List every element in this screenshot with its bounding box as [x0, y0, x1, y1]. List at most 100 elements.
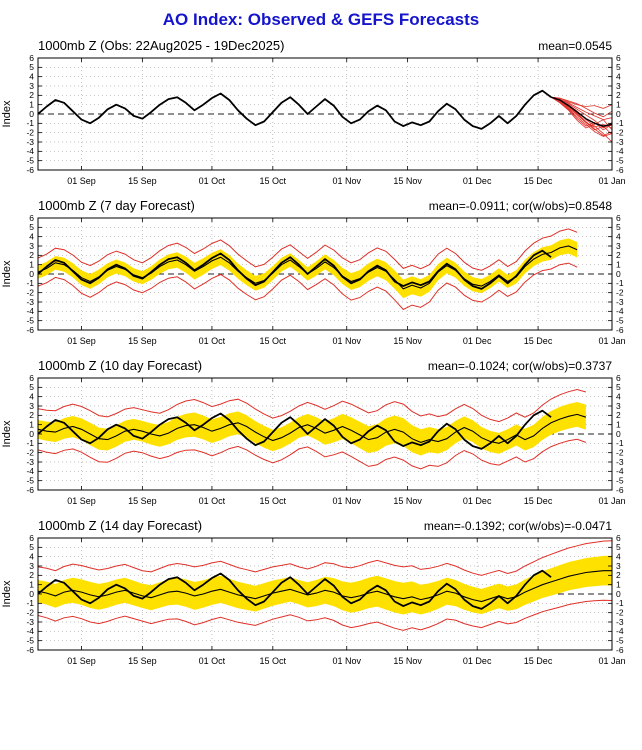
y-tick-label: 5: [29, 222, 34, 232]
panel-10day-plot: -6 -6-5 -5-4 -4-3 -3-2 -2-1 -10 01 12 23 34 45 56 601…: [1, 374, 626, 506]
y-tick-label: 3: [29, 241, 34, 251]
observed-line: [38, 89, 552, 130]
y-tick-label: 0: [29, 589, 34, 599]
x-tick-label: 01 Nov: [332, 336, 361, 346]
y-tick-label: -3: [616, 137, 624, 147]
y-tick-label: 3: [29, 81, 34, 91]
x-tick-label: 01 Dec: [463, 656, 492, 666]
observed-line: [38, 569, 552, 610]
panel-7day: 1000mb Z (7 day Forecast) mean=-0.0911; …: [0, 196, 642, 352]
y-tick-label: 0: [616, 269, 621, 279]
y-tick-label: -1: [26, 278, 34, 288]
y-tick-label: -1: [616, 278, 624, 288]
y-tick-label: 5: [616, 222, 621, 232]
x-tick-label: 01 Oct: [199, 496, 226, 506]
y-tick-label: 4: [29, 391, 34, 401]
y-tick-label: -3: [26, 617, 34, 627]
ensemble-mean-line: [550, 96, 612, 127]
x-tick-label: 15 Sep: [128, 176, 157, 186]
y-tick-label: 3: [616, 81, 621, 91]
x-tick-label: 15 Oct: [260, 496, 287, 506]
x-tick-label: 01 Sep: [67, 496, 96, 506]
y-tick-label: -4: [616, 466, 624, 476]
y-tick-label: 6: [29, 54, 34, 63]
x-tick-label: 15 Dec: [524, 176, 553, 186]
x-tick-label: 01 Jan: [598, 496, 625, 506]
y-tick-label: -6: [26, 325, 34, 335]
y-tick-label: 2: [616, 570, 621, 580]
envelope-max-line: [38, 540, 612, 576]
y-tick-label: 5: [29, 62, 34, 72]
panel-10day: 1000mb Z (10 day Forecast) mean=-0.1024;…: [0, 356, 642, 512]
y-tick-label: 0: [29, 109, 34, 119]
y-tick-label: 5: [616, 542, 621, 552]
plot-border: [37, 57, 613, 171]
y-tick-label: -2: [616, 607, 624, 617]
panel-14day-plot: -6 -6-5 -5-4 -4-3 -3-2 -2-1 -10 01 12 23 34 45 56 601…: [1, 534, 626, 666]
y-tick-label: 5: [616, 62, 621, 72]
x-tick-label: 01 Nov: [332, 496, 361, 506]
y-tick-label: 1: [616, 419, 621, 429]
y-tick-label: -6: [616, 485, 624, 495]
panel-stats: mean=-0.1392; cor(w/obs)=-0.0471: [423, 519, 612, 533]
y-tick-label: -3: [616, 617, 624, 627]
x-tick-label: 01 Sep: [67, 656, 96, 666]
y-axis-label: Index: [1, 420, 13, 447]
plot-data-layer: [38, 388, 587, 470]
y-axis-label: Index: [1, 100, 13, 127]
y-tick-label: -2: [26, 607, 34, 617]
spread-band: [38, 402, 586, 456]
y-tick-label: -4: [26, 146, 34, 156]
y-tick-label: -4: [26, 466, 34, 476]
y-tick-label: -3: [616, 457, 624, 467]
panel-7day-plot: -6 -6-5 -5-4 -4-3 -3-2 -2-1 -10 01 12 23 34 45 56 601…: [1, 214, 626, 346]
y-tick-label: 4: [29, 71, 34, 81]
y-tick-label: 1: [616, 99, 621, 109]
x-tick-label: 01 Jan: [598, 176, 625, 186]
panel-stats: mean=-0.0911; cor(w/obs)=0.8548: [428, 199, 612, 213]
panel-14day: 1000mb Z (14 day Forecast) mean=-0.1392;…: [0, 516, 642, 672]
y-tick-label: 6: [29, 214, 34, 223]
y-tick-label: 5: [29, 382, 34, 392]
panel-stats: mean=-0.1024; cor(w/obs)=0.3737: [427, 359, 612, 373]
y-tick-label: 5: [616, 382, 621, 392]
x-tick-label: 15 Dec: [524, 496, 553, 506]
y-tick-label: -6: [26, 645, 34, 655]
spread-band: [38, 238, 578, 299]
y-tick-label: -5: [616, 475, 624, 485]
y-tick-label: 4: [29, 551, 34, 561]
y-tick-label: -5: [616, 635, 624, 645]
envelope-max-line: [38, 388, 587, 423]
x-tick-label: 15 Nov: [393, 656, 422, 666]
y-tick-label: 0: [29, 269, 34, 279]
ensemble-member-line: [550, 96, 612, 131]
forecast-mean-line: [38, 413, 587, 444]
y-tick-label: 2: [29, 90, 34, 100]
panel-title: 1000mb Z (10 day Forecast): [38, 358, 203, 373]
ensemble-member-line: [551, 96, 612, 118]
y-axis-label: Index: [1, 260, 13, 287]
y-tick-label: 0: [616, 589, 621, 599]
panel-title: 1000mb Z (7 day Forecast): [38, 198, 195, 213]
y-tick-label: -4: [616, 146, 624, 156]
y-tick-label: -5: [616, 155, 624, 165]
y-tick-label: 2: [29, 410, 34, 420]
y-tick-label: 2: [616, 90, 621, 100]
y-tick-label: -4: [26, 306, 34, 316]
y-tick-label: -5: [26, 315, 34, 325]
y-tick-label: 3: [616, 401, 621, 411]
y-tick-label: 0: [616, 109, 621, 119]
y-tick-label: 2: [29, 250, 34, 260]
page-title: AO Index: Observed & GEFS Forecasts: [162, 10, 480, 29]
panel-observed-header: 1000mb Z (Obs: 22Aug2025 - 19Dec2025) me…: [0, 36, 642, 54]
panel-title: 1000mb Z (14 day Forecast): [38, 518, 203, 533]
y-tick-label: 2: [616, 250, 621, 260]
y-tick-label: 4: [616, 231, 621, 241]
y-tick-label: 6: [616, 374, 621, 383]
y-tick-label: -5: [26, 475, 34, 485]
x-tick-label: 15 Dec: [524, 656, 553, 666]
x-tick-label: 01 Jan: [598, 656, 625, 666]
y-tick-label: -1: [616, 438, 624, 448]
x-tick-label: 15 Nov: [393, 336, 422, 346]
x-tick-label: 15 Nov: [393, 496, 422, 506]
